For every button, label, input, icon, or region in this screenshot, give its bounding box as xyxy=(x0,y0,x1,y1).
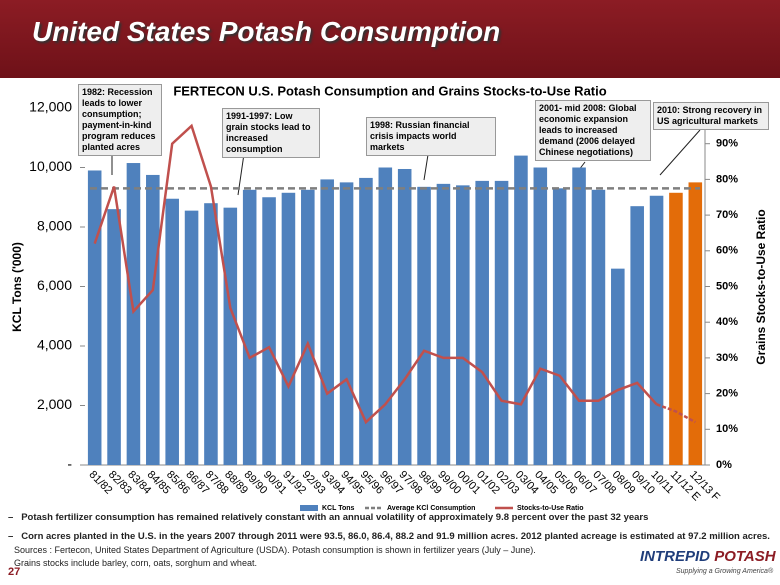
bar xyxy=(107,209,121,465)
bar xyxy=(514,155,528,465)
y-axis-label: KCL Tons ('000) xyxy=(10,242,24,332)
logo: INTREPID POTASH xyxy=(640,548,776,565)
annotation: 1982: Recession leads to lower consumpti… xyxy=(78,84,162,156)
y2-tick-label: 40% xyxy=(716,316,738,328)
bar xyxy=(688,182,703,465)
bar xyxy=(165,198,179,466)
bar xyxy=(533,167,548,465)
bar xyxy=(184,210,199,465)
y-tick-label: 8,000 xyxy=(37,218,72,234)
y2-tick-label: 30% xyxy=(716,352,738,364)
y-tick-label: 2,000 xyxy=(37,396,72,412)
bar xyxy=(301,189,315,465)
bullet-text: Potash fertilizer consumption has remain… xyxy=(21,512,649,523)
bullet-text: Corn acres planted in the U.S. in the ye… xyxy=(21,531,770,542)
y2-tick-label: 90% xyxy=(716,138,738,150)
bar xyxy=(262,197,276,465)
y-tick-label: 6,000 xyxy=(37,277,72,293)
bar xyxy=(397,168,412,466)
y-tick-label: - xyxy=(67,456,72,472)
y-tick-label: 10,000 xyxy=(29,158,72,174)
bar xyxy=(611,268,625,465)
source-note: Sources : Fertecon, United States Depart… xyxy=(14,545,536,555)
y2-tick-label: 70% xyxy=(716,209,738,221)
annotation: 1991-1997: Low grain stocks lead to incr… xyxy=(222,108,320,158)
annotation: 2010: Strong recovery in US agricultural… xyxy=(653,102,769,130)
logo-word: POTASH xyxy=(714,548,776,565)
bar xyxy=(475,180,489,465)
bar xyxy=(456,185,470,465)
chart-title: FERTECON U.S. Potash Consumption and Gra… xyxy=(173,83,606,98)
bar xyxy=(591,189,606,465)
bar xyxy=(669,192,683,465)
bar xyxy=(417,186,431,465)
legend-label: KCL Tons xyxy=(322,505,355,512)
bar xyxy=(378,167,393,465)
y2-tick-label: 80% xyxy=(716,173,738,185)
slide-title: United States Potash Consumption xyxy=(32,16,501,47)
y2-tick-label: 20% xyxy=(716,388,738,400)
bar xyxy=(630,206,644,466)
y2-tick-label: 60% xyxy=(716,245,738,257)
legend-swatch xyxy=(300,505,318,511)
tagline: Supplying a Growing America® xyxy=(676,568,774,575)
page-number: 27 xyxy=(8,566,21,578)
y2-tick-label: 10% xyxy=(716,423,738,435)
y2-tick-label: 50% xyxy=(716,280,738,292)
y2-axis-label: Grains Stocks-to-Use Ratio xyxy=(754,209,768,364)
bar xyxy=(649,195,664,465)
source-note: Grains stocks include barley, corn, oats… xyxy=(14,558,257,568)
bar xyxy=(87,170,102,465)
bar xyxy=(242,189,257,465)
bar xyxy=(146,174,160,465)
bullet: – Corn acres planted in the U.S. in the … xyxy=(8,531,770,542)
bar xyxy=(126,163,141,465)
line xyxy=(93,123,658,425)
legend-label: Stocks-to-Use Ratio xyxy=(517,505,584,512)
bar xyxy=(552,188,567,465)
bar xyxy=(204,203,218,465)
y2-tick-label: 0% xyxy=(716,459,732,471)
annotation: 1998: Russian financial crisis impacts w… xyxy=(366,117,496,156)
bar xyxy=(281,192,296,465)
line xyxy=(656,403,696,424)
y-tick-label: 4,000 xyxy=(37,337,72,353)
y-tick-label: 12,000 xyxy=(29,99,72,115)
bar xyxy=(359,177,373,465)
bar xyxy=(436,183,451,466)
annotation: 2001- mid 2008: Global economic expansio… xyxy=(535,100,651,161)
bar xyxy=(494,180,509,465)
bar xyxy=(572,167,586,465)
bullet: – Potash fertilizer consumption has rema… xyxy=(8,512,649,523)
bar xyxy=(339,182,354,465)
header-band xyxy=(0,0,780,78)
bar xyxy=(223,207,238,465)
bar xyxy=(320,179,334,465)
logo-word: INTREPID xyxy=(640,548,711,565)
legend-label: Average KCl Consumption xyxy=(387,505,475,512)
